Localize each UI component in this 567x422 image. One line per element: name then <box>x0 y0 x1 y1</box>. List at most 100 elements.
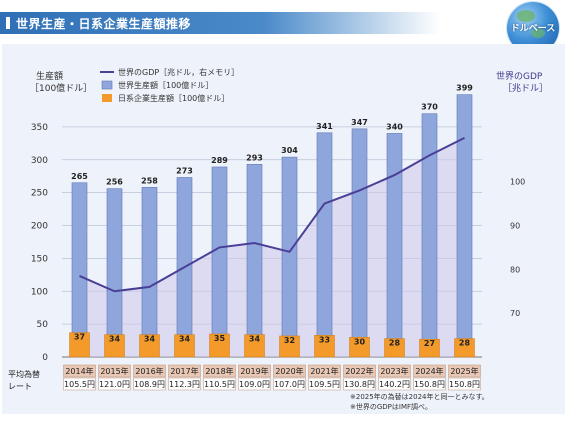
year-box <box>63 364 96 378</box>
japanese-production-label: 34 <box>179 335 191 344</box>
rate-value: 105.5円 <box>64 380 95 389</box>
right-tick-label: 100 <box>510 178 525 187</box>
japanese-production-bar <box>104 334 125 358</box>
world-production-label: 341 <box>316 122 333 131</box>
year-box <box>308 364 341 378</box>
rate-row-label: レート <box>8 382 32 391</box>
left-axis-title: 生産額 <box>36 70 63 82</box>
year-box <box>378 364 411 378</box>
japanese-production-label: 27 <box>424 339 435 348</box>
rate-box <box>448 377 481 391</box>
world-production-label: 347 <box>351 118 368 127</box>
right-axis-unit: ［兆ドル］ <box>503 83 548 94</box>
chart-header: 世界生産・日系企業生産額推移 <box>0 12 440 34</box>
footnote: ※2025年の為替は2024年と同一とみなす。 <box>350 392 489 401</box>
japanese-production-label: 28 <box>389 339 401 348</box>
japanese-production-label: 37 <box>74 333 85 342</box>
gdp-line <box>79 136 465 293</box>
rate-box <box>238 377 271 391</box>
rate-box <box>98 377 131 391</box>
japanese-production-bar <box>279 335 300 358</box>
right-tick-label: 80 <box>510 265 520 274</box>
japanese-production-label: 34 <box>249 335 261 344</box>
japanese-production-bar <box>384 338 405 358</box>
right-tick-label: 70 <box>510 309 520 318</box>
rate-value: 109.0円 <box>239 380 270 389</box>
left-tick-label: 150 <box>31 254 48 264</box>
year-label: 2017年 <box>170 366 198 376</box>
world-production-bar <box>421 113 438 358</box>
world-production-label: 399 <box>456 84 473 93</box>
year-box <box>448 364 481 378</box>
japanese-production-bar <box>174 334 195 358</box>
rate-value: 121.0円 <box>99 380 130 389</box>
rate-box <box>133 377 166 391</box>
left-axis-unit: ［100億ドル］ <box>30 82 92 94</box>
year-label: 2020年 <box>275 366 303 376</box>
rate-value: 112.3円 <box>169 380 200 389</box>
year-label: 2024年 <box>415 366 443 376</box>
year-label: 2022年 <box>345 366 373 376</box>
rate-value: 150.8円 <box>414 380 445 389</box>
rate-box <box>308 377 341 391</box>
year-label: 2014年 <box>65 366 93 376</box>
rate-box <box>343 377 376 391</box>
world-production-bar <box>141 187 158 358</box>
world-production-label: 293 <box>246 153 263 162</box>
rate-box <box>413 377 446 391</box>
world-production-bar <box>386 133 403 358</box>
world-production-label: 289 <box>211 156 228 165</box>
year-box <box>133 364 166 378</box>
year-box <box>203 364 236 378</box>
rate-box <box>378 377 411 391</box>
japanese-production-label: 34 <box>109 335 121 344</box>
rate-row-label: 平均為替 <box>8 369 40 379</box>
rate-value: 107.0円 <box>274 380 305 389</box>
year-box <box>273 364 306 378</box>
world-production-bar <box>351 128 368 358</box>
left-tick-label: 250 <box>31 189 48 199</box>
rate-value: 109.5円 <box>309 380 340 389</box>
gdp-area <box>79 137 465 357</box>
year-box <box>413 364 446 378</box>
rate-box <box>63 377 96 391</box>
chart-title: 世界生産・日系企業生産額推移 <box>16 17 192 31</box>
year-label: 2023年 <box>380 366 408 376</box>
world-production-bar <box>211 166 228 358</box>
rate-value: 130.8円 <box>344 380 375 389</box>
year-label: 2018年 <box>205 366 233 376</box>
header-marker <box>6 17 10 29</box>
japanese-production-label: 28 <box>459 339 471 348</box>
rate-value: 108.9円 <box>134 380 165 389</box>
left-tick-label: 100 <box>31 287 48 297</box>
legend-japan-swatch <box>102 94 112 102</box>
legend-world-label: 世界生産額［100億ドル］ <box>118 80 213 90</box>
rate-value: 140.2円 <box>379 380 410 389</box>
japanese-production-label: 34 <box>144 335 156 344</box>
left-tick-label: 200 <box>31 222 48 232</box>
japanese-production-bar <box>244 334 265 358</box>
world-production-bar <box>316 132 333 358</box>
left-tick-label: 50 <box>37 320 49 330</box>
year-label: 2025年 <box>450 366 478 376</box>
world-production-bar <box>281 156 298 358</box>
japanese-production-label: 35 <box>214 334 226 343</box>
world-production-label: 258 <box>141 176 158 185</box>
year-box <box>343 364 376 378</box>
japanese-production-bar <box>349 337 370 358</box>
year-label: 2015年 <box>100 366 128 376</box>
currency-basis-badge: ドルベース <box>510 24 556 34</box>
left-tick-label: 0 <box>42 353 48 363</box>
world-production-bar <box>71 182 88 358</box>
japanese-production-bar <box>454 338 475 358</box>
left-tick-label: 300 <box>31 156 48 166</box>
japanese-production-label: 30 <box>354 337 366 346</box>
japanese-production-label: 33 <box>319 335 330 344</box>
rate-box <box>168 377 201 391</box>
rate-box <box>203 377 236 391</box>
world-production-label: 370 <box>421 103 438 112</box>
japanese-production-bar <box>314 335 335 358</box>
year-box <box>168 364 201 378</box>
year-label: 2016年 <box>135 366 163 376</box>
world-production-bar <box>246 164 263 358</box>
